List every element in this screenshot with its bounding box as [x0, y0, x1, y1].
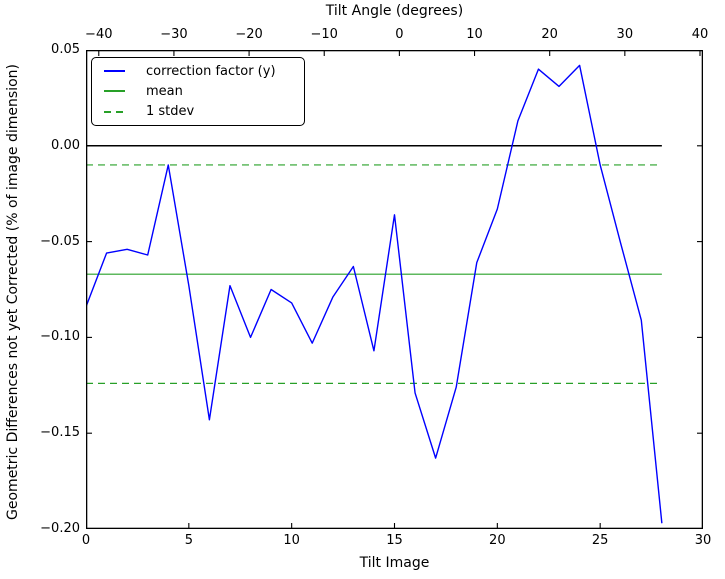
y-axis-label: Geometric Differences not yet Corrected …: [5, 64, 21, 520]
x-axis-label: Tilt Image: [359, 555, 430, 571]
top-tick-label: 30: [616, 27, 634, 42]
top-tick-label: −20: [235, 27, 263, 42]
x-tick-label: 30: [694, 533, 712, 548]
top-tick-label: 10: [466, 27, 483, 42]
y-tick-label: −0.10: [40, 329, 80, 345]
top-tick-label: −40: [85, 27, 113, 42]
green-dashed-sample-icon: [104, 110, 125, 113]
series-line-correction-factor-y-: [86, 64, 663, 524]
x-tick-label: 25: [591, 533, 609, 548]
top-tick-label: −30: [160, 27, 188, 42]
top-tick-label: 40: [691, 27, 709, 42]
top-axis-title: Tilt Angle (degrees): [325, 3, 464, 19]
legend-item-correction-factor: correction factor (y): [92, 61, 304, 81]
legend-item-stdev: 1 stdev: [92, 102, 304, 122]
x-tick-label: 15: [386, 533, 403, 548]
legend-item-mean: mean: [92, 81, 304, 101]
legend-label: mean: [146, 83, 183, 99]
y-tick-label: −0.15: [40, 425, 80, 441]
y-tick-label: −0.20: [40, 521, 80, 536]
y-tick-label: −0.05: [40, 233, 80, 249]
y-tick-label: 0.00: [51, 137, 80, 153]
top-tick-label: −10: [310, 27, 338, 42]
legend-label: 1 stdev: [146, 104, 195, 120]
x-tick-label: 20: [489, 533, 506, 548]
plot-canvas: [86, 50, 703, 529]
y-tick-label: 0.05: [51, 42, 80, 57]
blue-line-sample-icon: [104, 70, 125, 73]
x-tick-label: 0: [81, 533, 91, 548]
top-tick-label: 0: [395, 27, 404, 42]
x-tick-label: 5: [184, 533, 193, 548]
green-line-sample-icon: [104, 90, 125, 93]
legend-label: correction factor (y): [146, 63, 276, 79]
top-tick-label: 20: [541, 27, 558, 42]
x-tick-label: 10: [283, 533, 300, 548]
legend: correction factor (y) mean 1 stdev: [91, 57, 305, 126]
axes-box: [86, 50, 703, 529]
plot-area: correction factor (y) mean 1 stdev: [86, 50, 703, 529]
